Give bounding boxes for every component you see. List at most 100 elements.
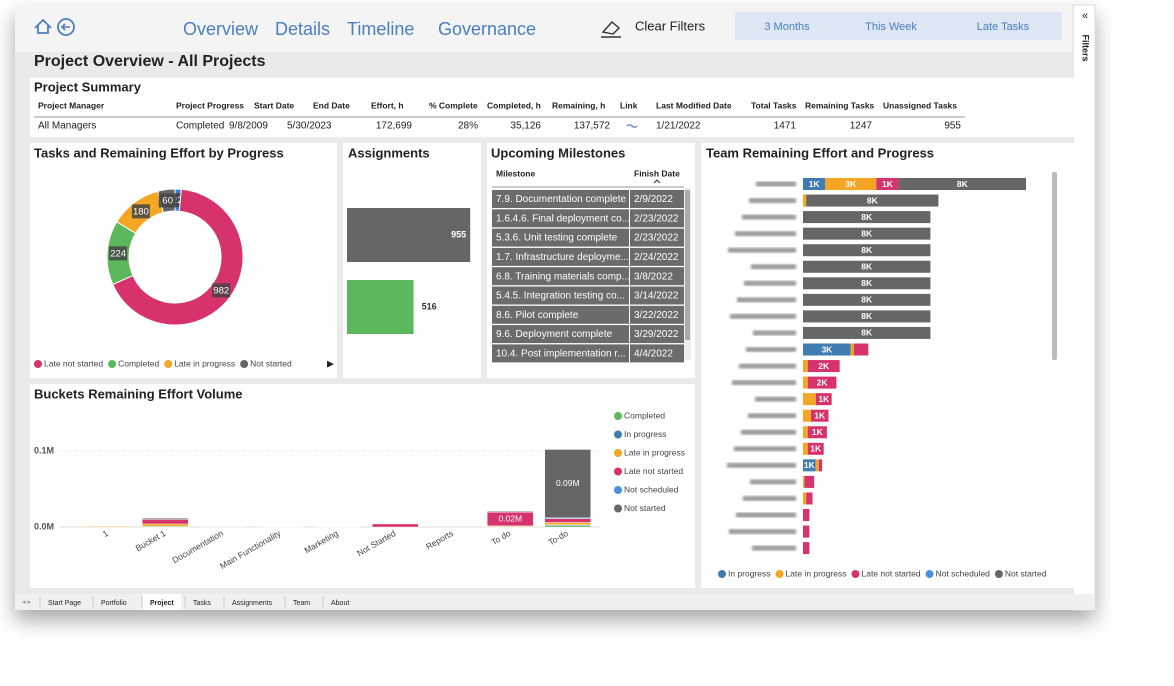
data-label: 1K (812, 427, 824, 437)
legend-entry[interactable]: Completed (624, 410, 665, 420)
finish-date: 3/29/2022 (634, 329, 679, 340)
finish-date: 3/22/2022 (634, 310, 679, 321)
legend-entry[interactable]: Not scheduled (936, 568, 991, 578)
y-tick-label: 0.1M (34, 445, 54, 455)
legend-more[interactable]: ▶ (327, 358, 334, 368)
milestone-name[interactable]: 1.7. Infrastructure deployme... (496, 252, 629, 263)
link-icon[interactable] (626, 124, 638, 128)
y-tick-label: 0.0M (34, 521, 54, 531)
tab[interactable]: Team (293, 600, 310, 607)
data-label: 8K (861, 278, 873, 288)
legend-entry[interactable]: Late not started (44, 358, 103, 368)
legend-swatch (994, 570, 1003, 578)
data-label: 8K (867, 195, 879, 205)
bar-segment (803, 244, 931, 257)
bar-segment (806, 492, 813, 505)
milestone-name[interactable]: 7.9. Documentation complete (496, 194, 627, 205)
filter-button[interactable]: 3 Months (764, 21, 810, 33)
bar-segment (803, 442, 808, 455)
tab[interactable]: About (331, 600, 349, 607)
bar-segment (815, 393, 832, 406)
column-header: Project Manager (38, 100, 105, 110)
page-title: Project Overview - All Projects (34, 53, 266, 70)
milestones-title: Upcoming Milestones (491, 145, 625, 160)
legend-entry[interactable]: Not scheduled (624, 484, 679, 494)
blurred-name (734, 446, 796, 452)
legend-entry[interactable]: Completed (118, 358, 159, 368)
data-label: 8K (861, 311, 873, 321)
label-box (131, 204, 150, 219)
bar-segment (803, 525, 810, 538)
bar-segment (803, 492, 807, 505)
nav-link[interactable]: Overview (183, 19, 259, 39)
bar (347, 208, 471, 262)
milestone-name[interactable]: 6.8. Training materials comp... (496, 271, 630, 282)
column-header: Unassigned Tasks (883, 100, 957, 110)
legend-entry[interactable]: Late in progress (624, 447, 685, 457)
summary-title: Project Summary (34, 79, 142, 94)
date-cell (630, 228, 684, 247)
nav-link[interactable]: Timeline (347, 19, 414, 39)
filter-button[interactable]: This Week (865, 21, 917, 33)
legend-entry[interactable]: Not started (1005, 568, 1047, 578)
column-header: Total Tasks (751, 100, 797, 110)
legend-entry[interactable]: Late not started (861, 568, 920, 578)
milestone-name[interactable]: 9.6. Deployment complete (496, 329, 613, 340)
bar-segment (803, 211, 931, 224)
milestone-name[interactable]: 5.4.5. Integration testing co... (496, 291, 625, 302)
legend-swatch (108, 360, 117, 368)
milestone-name[interactable]: 5.3.6. Unit testing complete (496, 233, 618, 244)
chart-title: Tasks and Remaining Effort by Progress (34, 145, 284, 160)
legend-entry[interactable]: Not started (250, 358, 292, 368)
legend-entry[interactable]: Late in progress (786, 568, 847, 578)
nav-link[interactable]: Governance (438, 19, 536, 39)
milestone-name[interactable]: 10.4. Post implementation r... (496, 349, 626, 360)
clear-filters[interactable]: Clear Filters (635, 18, 706, 33)
nav-link[interactable]: Details (275, 19, 330, 39)
data-label: 1K (804, 460, 816, 470)
data-label: 1K (882, 179, 894, 189)
label-box (158, 193, 177, 208)
column-header: Milestone (496, 168, 535, 178)
filter-buttons-bg (735, 12, 1062, 40)
bar-segment (898, 178, 1026, 190)
filters-label[interactable]: Filters (1081, 34, 1091, 61)
legend-entry[interactable]: In progress (624, 429, 667, 439)
cell: All Managers (38, 121, 96, 132)
legend-entry[interactable]: Late not started (624, 466, 683, 476)
tab[interactable]: Portfolio (101, 600, 127, 607)
back-icon[interactable] (57, 18, 75, 36)
legend-entry[interactable]: Not started (624, 503, 666, 513)
bar-segment (803, 393, 816, 406)
milestone-name[interactable]: 8.6. Pilot complete (496, 310, 579, 321)
legend-entry[interactable]: Late in progress (174, 358, 235, 368)
column-header: Link (620, 100, 638, 110)
tab-nav[interactable]: ◂ ▸ (22, 599, 31, 606)
legend-swatch (614, 504, 622, 513)
blurred-name (744, 280, 796, 286)
tab[interactable]: Project (150, 600, 174, 607)
tab[interactable]: Tasks (193, 600, 211, 607)
home-icon[interactable] (34, 18, 52, 34)
milestone-cell (492, 228, 629, 247)
blurred-name (742, 214, 796, 220)
legend-entry[interactable]: In progress (728, 568, 771, 578)
milestones-scroll-thumb[interactable] (685, 190, 690, 340)
filter-button[interactable]: Late Tasks (977, 21, 1030, 33)
sort-icon (653, 179, 661, 184)
finish-date: 2/9/2022 (634, 194, 673, 205)
team-scroll-thumb[interactable] (1052, 172, 1057, 360)
milestone-cell (492, 209, 629, 228)
data-label: 2K (817, 377, 829, 387)
tab[interactable]: Assignments (232, 600, 273, 607)
collapse-icon[interactable]: « (1082, 10, 1088, 22)
cell: 5/30/2023 (287, 121, 332, 132)
tab[interactable]: Start Page (48, 600, 81, 607)
blurred-name (750, 479, 796, 485)
bar-segment (803, 178, 826, 190)
legend-swatch (614, 449, 622, 457)
column-header: Remaining Tasks (805, 100, 875, 110)
legend-swatch (718, 570, 726, 578)
milestone-name[interactable]: 1.6.4.6. Final deployment co... (496, 213, 630, 224)
x-tick-label: 1 (101, 528, 110, 539)
